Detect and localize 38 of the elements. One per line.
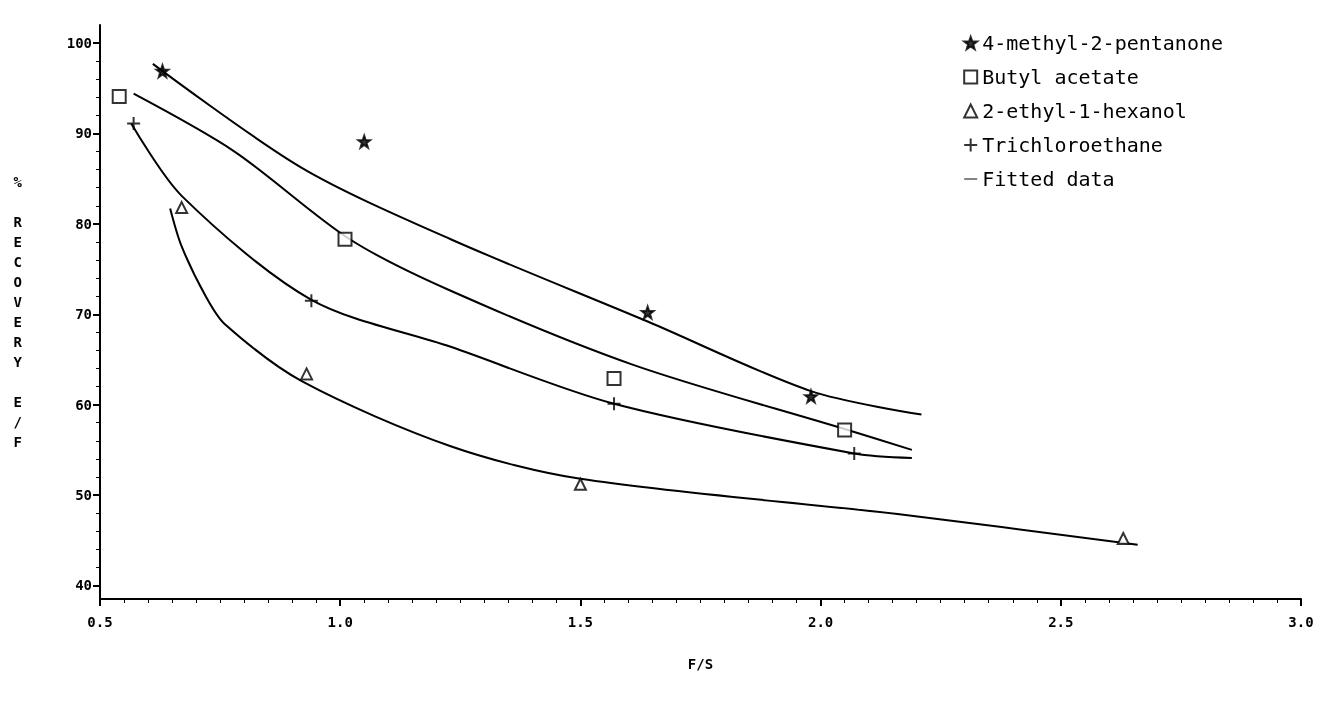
legend-label: Fitted data	[982, 167, 1115, 191]
y-tick-label: 90	[75, 125, 92, 142]
y-tick-label: 50	[75, 487, 92, 504]
y-tick-label: 60	[75, 396, 92, 413]
point	[300, 367, 314, 381]
y-tick-label: 80	[75, 215, 92, 232]
line-series	[151, 62, 923, 416]
point	[640, 305, 655, 320]
legend-label: 4-methyl-2-pentanone	[982, 31, 1224, 55]
point	[175, 201, 189, 215]
y-tick-label: 100	[66, 35, 92, 52]
point	[303, 293, 319, 309]
point	[355, 132, 373, 151]
point	[1116, 531, 1130, 545]
point	[337, 231, 353, 247]
point	[111, 88, 127, 104]
point	[126, 116, 142, 132]
x-tick-label: 2.5	[1048, 614, 1074, 630]
line-series	[169, 207, 1139, 546]
x-tick-label: 2.0	[807, 614, 834, 630]
point	[573, 477, 587, 491]
point	[837, 422, 853, 438]
x-tick-label: 1.0	[327, 614, 353, 630]
x-tick-label: 1.5	[567, 614, 594, 630]
x-tick-label: 3.0	[1288, 614, 1314, 630]
x-tick-label: 0.5	[87, 614, 113, 630]
x-axis-title: F/S	[687, 656, 714, 672]
point	[606, 396, 622, 412]
point	[802, 387, 820, 405]
y-tick-label: 40	[75, 577, 92, 594]
legend-label: 2-ethyl-1-hexanol	[982, 99, 1187, 123]
text: % RECOVERY E/F	[13, 174, 22, 450]
y-tick-label: 70	[75, 306, 92, 323]
point	[846, 445, 862, 461]
point	[155, 64, 170, 79]
legend-label: Butyl acetate	[982, 65, 1139, 89]
point	[606, 370, 622, 386]
legend-label: Trichloroethane	[982, 133, 1163, 157]
